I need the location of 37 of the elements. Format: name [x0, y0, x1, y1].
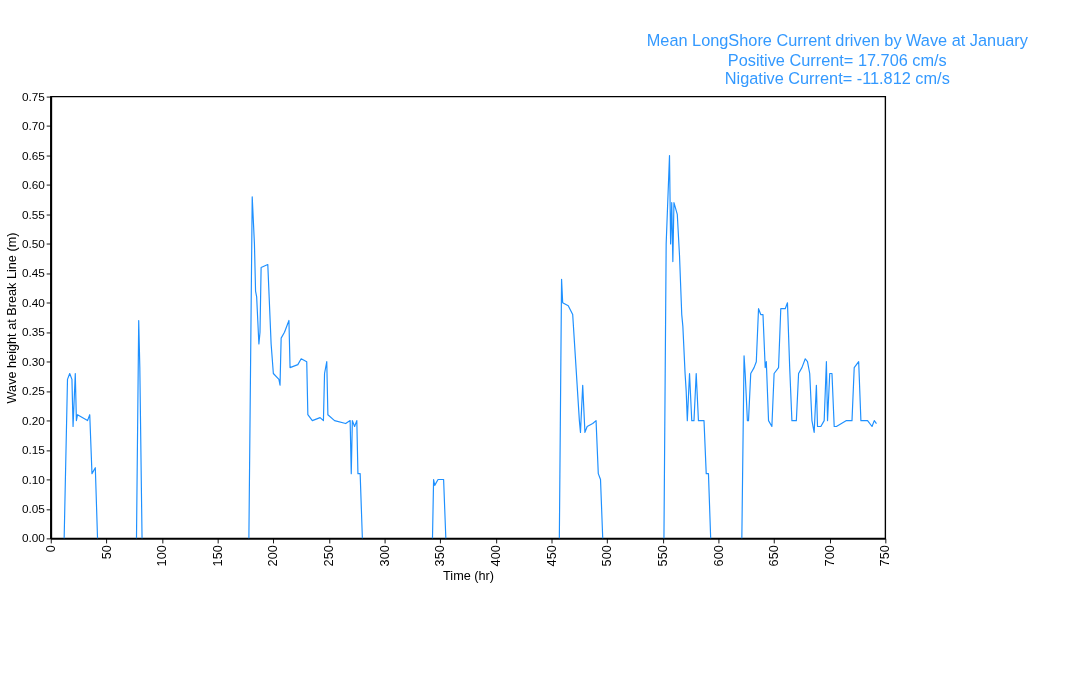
y-tick-label: 0.55: [21, 207, 46, 221]
x-tick-label: 100: [155, 545, 170, 567]
x-tick-label: 200: [266, 545, 281, 567]
y-tick-label: 0.10: [21, 472, 46, 486]
y-tick-label: 0.30: [21, 354, 46, 368]
y-tick-label: 0.65: [21, 148, 46, 162]
x-tick-label: 550: [655, 545, 670, 567]
x-tick-label: 400: [488, 545, 503, 567]
x-tick-label: 650: [767, 545, 782, 567]
x-tick-label: 250: [322, 545, 337, 567]
text: Positive Current= 17.706 cm/s: [727, 50, 947, 69]
y-tick-label: 0.75: [21, 89, 46, 103]
y-tick-label: 0.70: [21, 119, 46, 133]
y-tick-label: 0.05: [21, 502, 46, 516]
y-tick-label: 0.15: [21, 443, 46, 457]
y-axis-title: Wave height at Break Line (m): [4, 232, 19, 404]
x-tick-label: 0: [43, 545, 58, 553]
y-tick-label: 0.40: [21, 295, 46, 309]
chart-title: Mean LongShore Current driven by Wave at January: [646, 30, 1029, 49]
x-axis-title: Time (hr): [443, 569, 495, 584]
x-tick-label: 50: [99, 545, 114, 560]
x-tick-label: 750: [878, 545, 893, 567]
y-tick-label: 0.35: [21, 325, 46, 339]
text: Nigative Current= -11.812 cm/s: [724, 68, 950, 87]
y-tick-label: 0.60: [21, 178, 46, 192]
x-tick-label: 150: [210, 545, 225, 567]
x-tick-label: 300: [377, 545, 392, 567]
x-tick-label: 700: [822, 545, 837, 567]
y-tick-label: 0.45: [21, 266, 46, 280]
x-tick-label: 350: [433, 545, 448, 567]
x-tick-label: 450: [544, 545, 559, 567]
x-tick-label: 600: [711, 545, 726, 567]
y-tick-label: 0.25: [21, 384, 46, 398]
y-tick-label: 0.50: [21, 236, 46, 250]
y-tick-label: 0.20: [21, 413, 46, 427]
y-tick-label: 0.00: [21, 531, 46, 545]
x-tick-label: 500: [600, 545, 615, 567]
